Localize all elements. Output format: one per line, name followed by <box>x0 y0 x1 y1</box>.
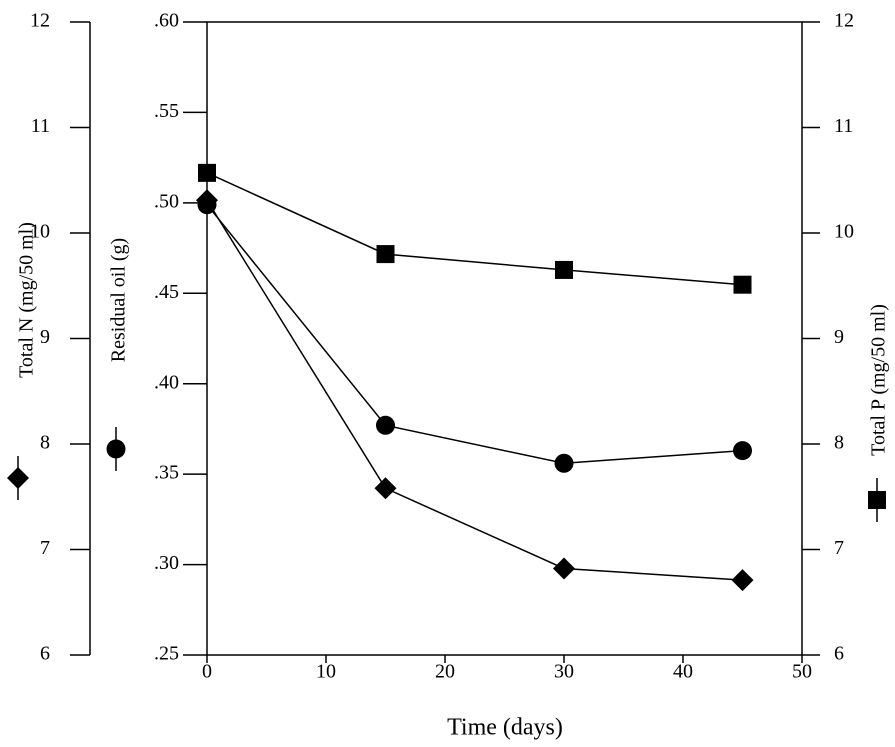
y3-tick-label: 7 <box>40 537 50 559</box>
marker-circle <box>554 453 574 473</box>
series-line <box>206 204 743 465</box>
axis-title: Total N (mg/50 ml) <box>16 222 38 378</box>
y3-tick-label: 10 <box>30 221 50 243</box>
axis-title: Residual oil (g) <box>108 238 130 362</box>
marker-diamond <box>7 467 29 489</box>
marker-circle <box>197 195 217 215</box>
series-line <box>206 172 743 286</box>
marker-circle <box>733 441 752 461</box>
x-tick-label: 40 <box>673 661 693 683</box>
marker-diamond <box>374 477 397 500</box>
y-tick-label: .50 <box>154 190 179 212</box>
y-tick-label: .60 <box>154 10 179 32</box>
marker-square <box>868 491 886 509</box>
x-tick-label: 10 <box>316 661 336 683</box>
marker-square <box>198 163 216 182</box>
y-tick-label: .55 <box>154 100 179 122</box>
y-tick-label: .40 <box>154 371 179 393</box>
marker-diamond <box>553 557 575 580</box>
plot-frame <box>206 21 803 656</box>
y-tick-label: .30 <box>154 552 179 574</box>
y2-tick-label: 11 <box>834 115 853 137</box>
y2-tick-label: 9 <box>834 326 844 348</box>
marker-square <box>376 245 395 264</box>
marker-circle <box>106 439 126 459</box>
y2-tick-label: 7 <box>834 537 844 559</box>
y-tick-label: .25 <box>154 643 179 665</box>
y2-tick-label: 8 <box>834 432 844 454</box>
x-tick-label: 20 <box>435 661 455 683</box>
x-tick-label: 30 <box>554 661 574 683</box>
marker-diamond <box>731 569 754 592</box>
y3-tick-label: 11 <box>31 115 50 137</box>
axis-title: Total P (mg/50 ml) <box>868 304 890 456</box>
y3-tick-label: 9 <box>40 326 50 348</box>
x-tick-label: 0 <box>202 661 212 683</box>
y3-tick-label: 6 <box>40 643 50 665</box>
y-tick-label: .35 <box>154 462 179 484</box>
marker-circle <box>376 415 395 435</box>
x-axis-title: Time (days) <box>447 715 563 741</box>
y3-tick-label: 12 <box>30 10 50 32</box>
x-tick-label: 50 <box>792 661 812 683</box>
y-tick-label: .45 <box>154 281 179 303</box>
y3-tick-label: 8 <box>40 432 50 454</box>
series-line <box>206 199 743 581</box>
marker-square <box>555 260 573 279</box>
marker-square <box>733 275 752 294</box>
y2-tick-label: 6 <box>834 643 844 665</box>
y2-tick-label: 12 <box>834 10 854 32</box>
y2-tick-label: 10 <box>834 221 854 243</box>
